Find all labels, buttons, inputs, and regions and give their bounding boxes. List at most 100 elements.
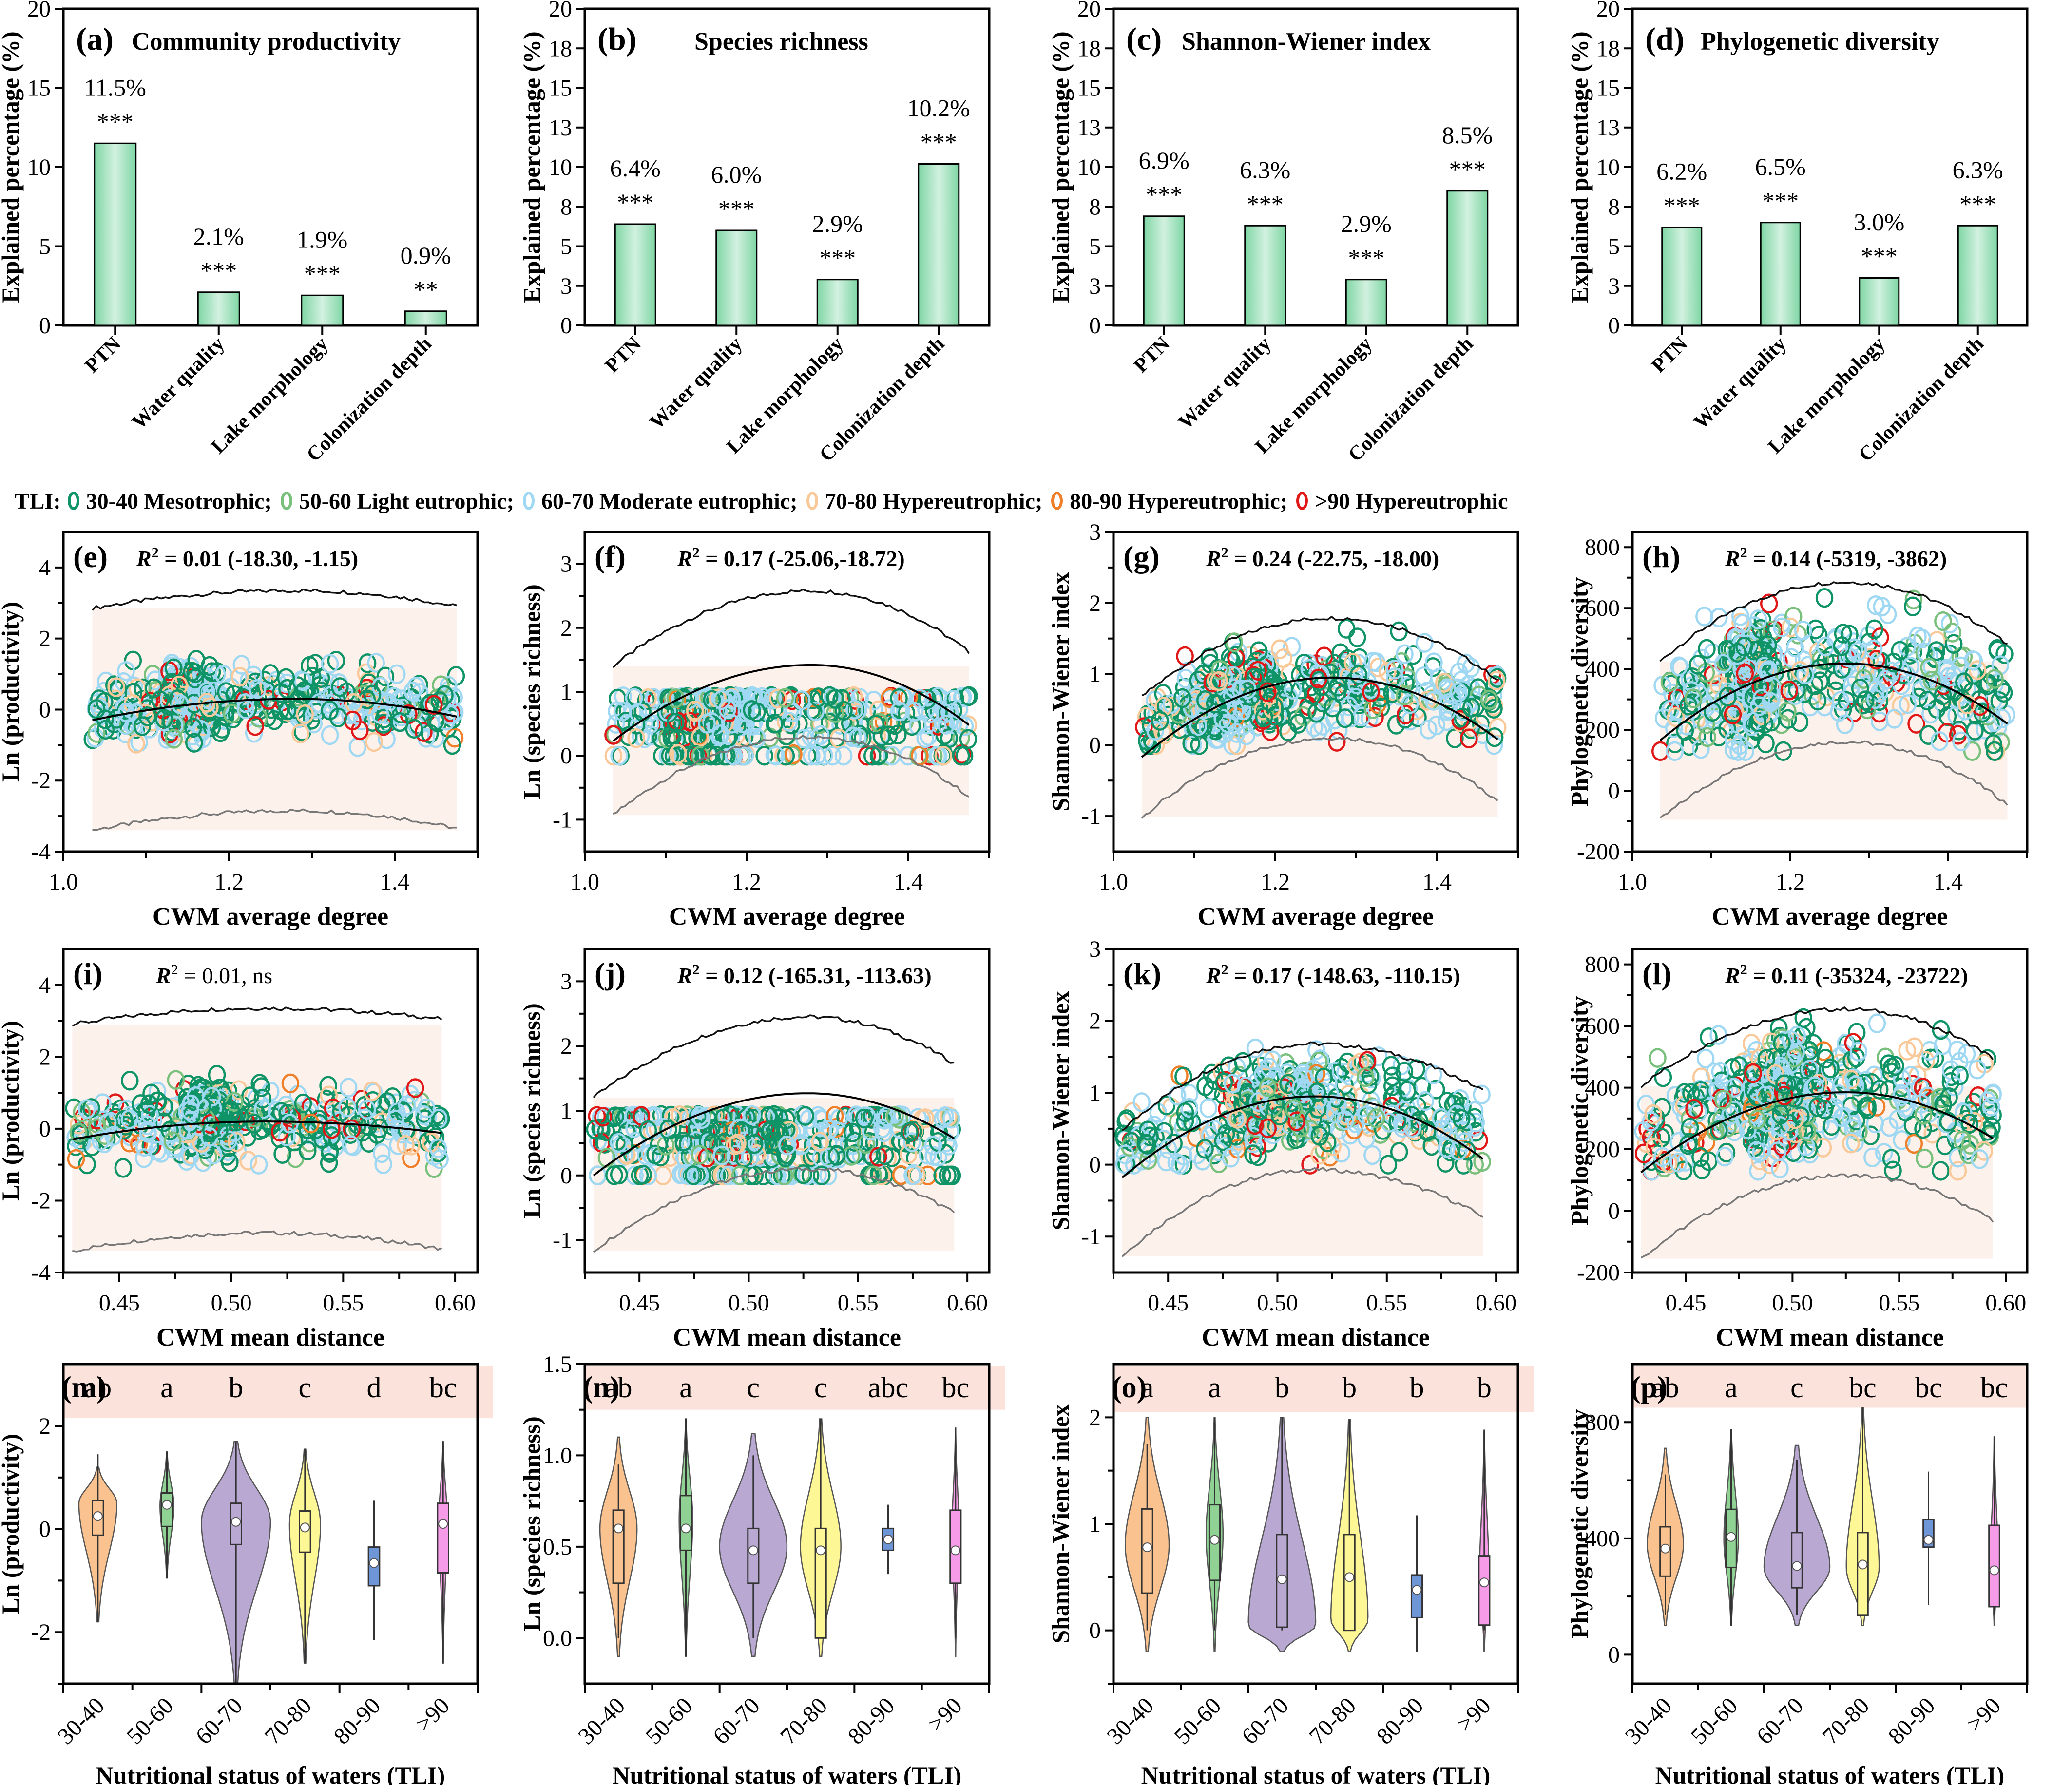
data-point bbox=[1786, 1076, 1804, 1096]
significance-letter: b bbox=[1275, 1371, 1289, 1404]
data-point bbox=[698, 714, 716, 734]
significance-letter: bc bbox=[429, 1371, 457, 1404]
significance-letter: b bbox=[1477, 1371, 1492, 1404]
data-point bbox=[1691, 1147, 1709, 1167]
value-label: 0.9% bbox=[401, 242, 451, 269]
data-point bbox=[389, 1135, 407, 1155]
data-point bbox=[1986, 669, 2004, 689]
data-point bbox=[1771, 1116, 1789, 1136]
data-point bbox=[197, 682, 215, 702]
data-point bbox=[899, 1144, 918, 1164]
y-tick-label: 0 bbox=[39, 313, 51, 339]
x-tick-label: >90 bbox=[410, 1692, 455, 1737]
significance-letter: ab bbox=[1651, 1371, 1679, 1404]
data-point bbox=[826, 1118, 845, 1138]
y-tick-label: 8 bbox=[560, 194, 572, 220]
x-tick-label: PTN bbox=[1130, 333, 1174, 378]
plot-frame bbox=[1631, 531, 2029, 853]
significance-label: *** bbox=[1959, 190, 1996, 217]
data-point bbox=[743, 700, 761, 720]
data-point bbox=[1725, 730, 1743, 750]
data-point bbox=[244, 665, 263, 685]
panel-label: (d) bbox=[1645, 21, 1685, 57]
x-tick-label: >90 bbox=[1452, 1692, 1496, 1737]
data-point bbox=[320, 1153, 338, 1173]
data-point bbox=[1331, 643, 1349, 663]
data-point bbox=[1116, 1111, 1134, 1132]
data-point bbox=[1734, 671, 1753, 691]
data-point bbox=[321, 654, 339, 674]
data-point bbox=[443, 735, 461, 755]
panel-label: (g) bbox=[1123, 539, 1160, 574]
data-point bbox=[1138, 1135, 1156, 1155]
y-tick-label: 3 bbox=[1089, 273, 1101, 299]
data-point bbox=[1363, 1145, 1381, 1165]
data-point bbox=[1724, 740, 1743, 760]
plot-frame bbox=[1112, 531, 1519, 853]
significance-letter-band bbox=[586, 1366, 1005, 1410]
data-point bbox=[1660, 672, 1679, 692]
data-point bbox=[1919, 725, 1938, 745]
data-point bbox=[1884, 652, 1903, 673]
data-point bbox=[1842, 1069, 1860, 1090]
data-point bbox=[782, 1165, 801, 1186]
data-point bbox=[1415, 666, 1433, 686]
data-point bbox=[1851, 678, 1869, 699]
data-point bbox=[1689, 1102, 1707, 1122]
data-point bbox=[1736, 663, 1754, 684]
value-label: 1.9% bbox=[297, 226, 347, 253]
data-point bbox=[1239, 1091, 1257, 1111]
data-point bbox=[1796, 665, 1814, 684]
data-point bbox=[186, 663, 204, 684]
data-point bbox=[214, 1085, 232, 1105]
data-point bbox=[136, 703, 154, 724]
data-point bbox=[1932, 1020, 1950, 1040]
x-tick-label: 30-40 bbox=[53, 1692, 110, 1749]
significance-label: *** bbox=[718, 195, 755, 222]
data-point bbox=[1285, 1099, 1303, 1119]
data-point bbox=[1831, 691, 1850, 711]
median-point bbox=[300, 1522, 310, 1533]
data-point bbox=[1815, 588, 1834, 608]
bar bbox=[1446, 190, 1489, 326]
data-point bbox=[319, 1076, 337, 1096]
data-point bbox=[941, 1165, 959, 1186]
data-point bbox=[890, 701, 908, 722]
data-point bbox=[1811, 671, 1829, 691]
data-point bbox=[133, 716, 152, 736]
panel-label: (m) bbox=[61, 1371, 107, 1404]
y-tick-label: 4 bbox=[39, 555, 51, 581]
data-point bbox=[1794, 1008, 1813, 1028]
data-point bbox=[425, 695, 443, 715]
y-tick-label: 400 bbox=[1585, 1526, 1620, 1552]
data-point bbox=[783, 690, 801, 710]
data-point bbox=[679, 745, 698, 766]
data-point bbox=[641, 1107, 659, 1127]
upper-quantile-line bbox=[1640, 1006, 1994, 1088]
median-point bbox=[1479, 1577, 1489, 1588]
median-point bbox=[748, 1545, 758, 1556]
data-point bbox=[606, 1106, 624, 1126]
data-point bbox=[405, 719, 423, 739]
median-point bbox=[231, 1517, 241, 1527]
box bbox=[1857, 1532, 1869, 1616]
panel-label: (o) bbox=[1112, 1371, 1147, 1404]
data-point bbox=[1984, 734, 2002, 754]
data-point bbox=[388, 664, 406, 684]
plot-frame bbox=[1112, 948, 1519, 1274]
data-point bbox=[105, 675, 123, 695]
data-point bbox=[1714, 654, 1732, 674]
x-tick-label: 1.0 bbox=[1618, 869, 1647, 895]
data-point bbox=[1978, 1049, 1996, 1069]
panel-label: (j) bbox=[595, 956, 626, 991]
data-point bbox=[1649, 1048, 1667, 1068]
data-point bbox=[755, 745, 773, 766]
data-point bbox=[746, 1134, 764, 1154]
data-point bbox=[760, 1122, 779, 1142]
data-point bbox=[1154, 1129, 1172, 1150]
data-point bbox=[1932, 1161, 1950, 1181]
data-point bbox=[417, 1098, 436, 1119]
data-point bbox=[686, 701, 704, 721]
r-squared-annotation: R2 = 0.01, ns bbox=[155, 962, 272, 988]
data-point bbox=[844, 686, 863, 706]
